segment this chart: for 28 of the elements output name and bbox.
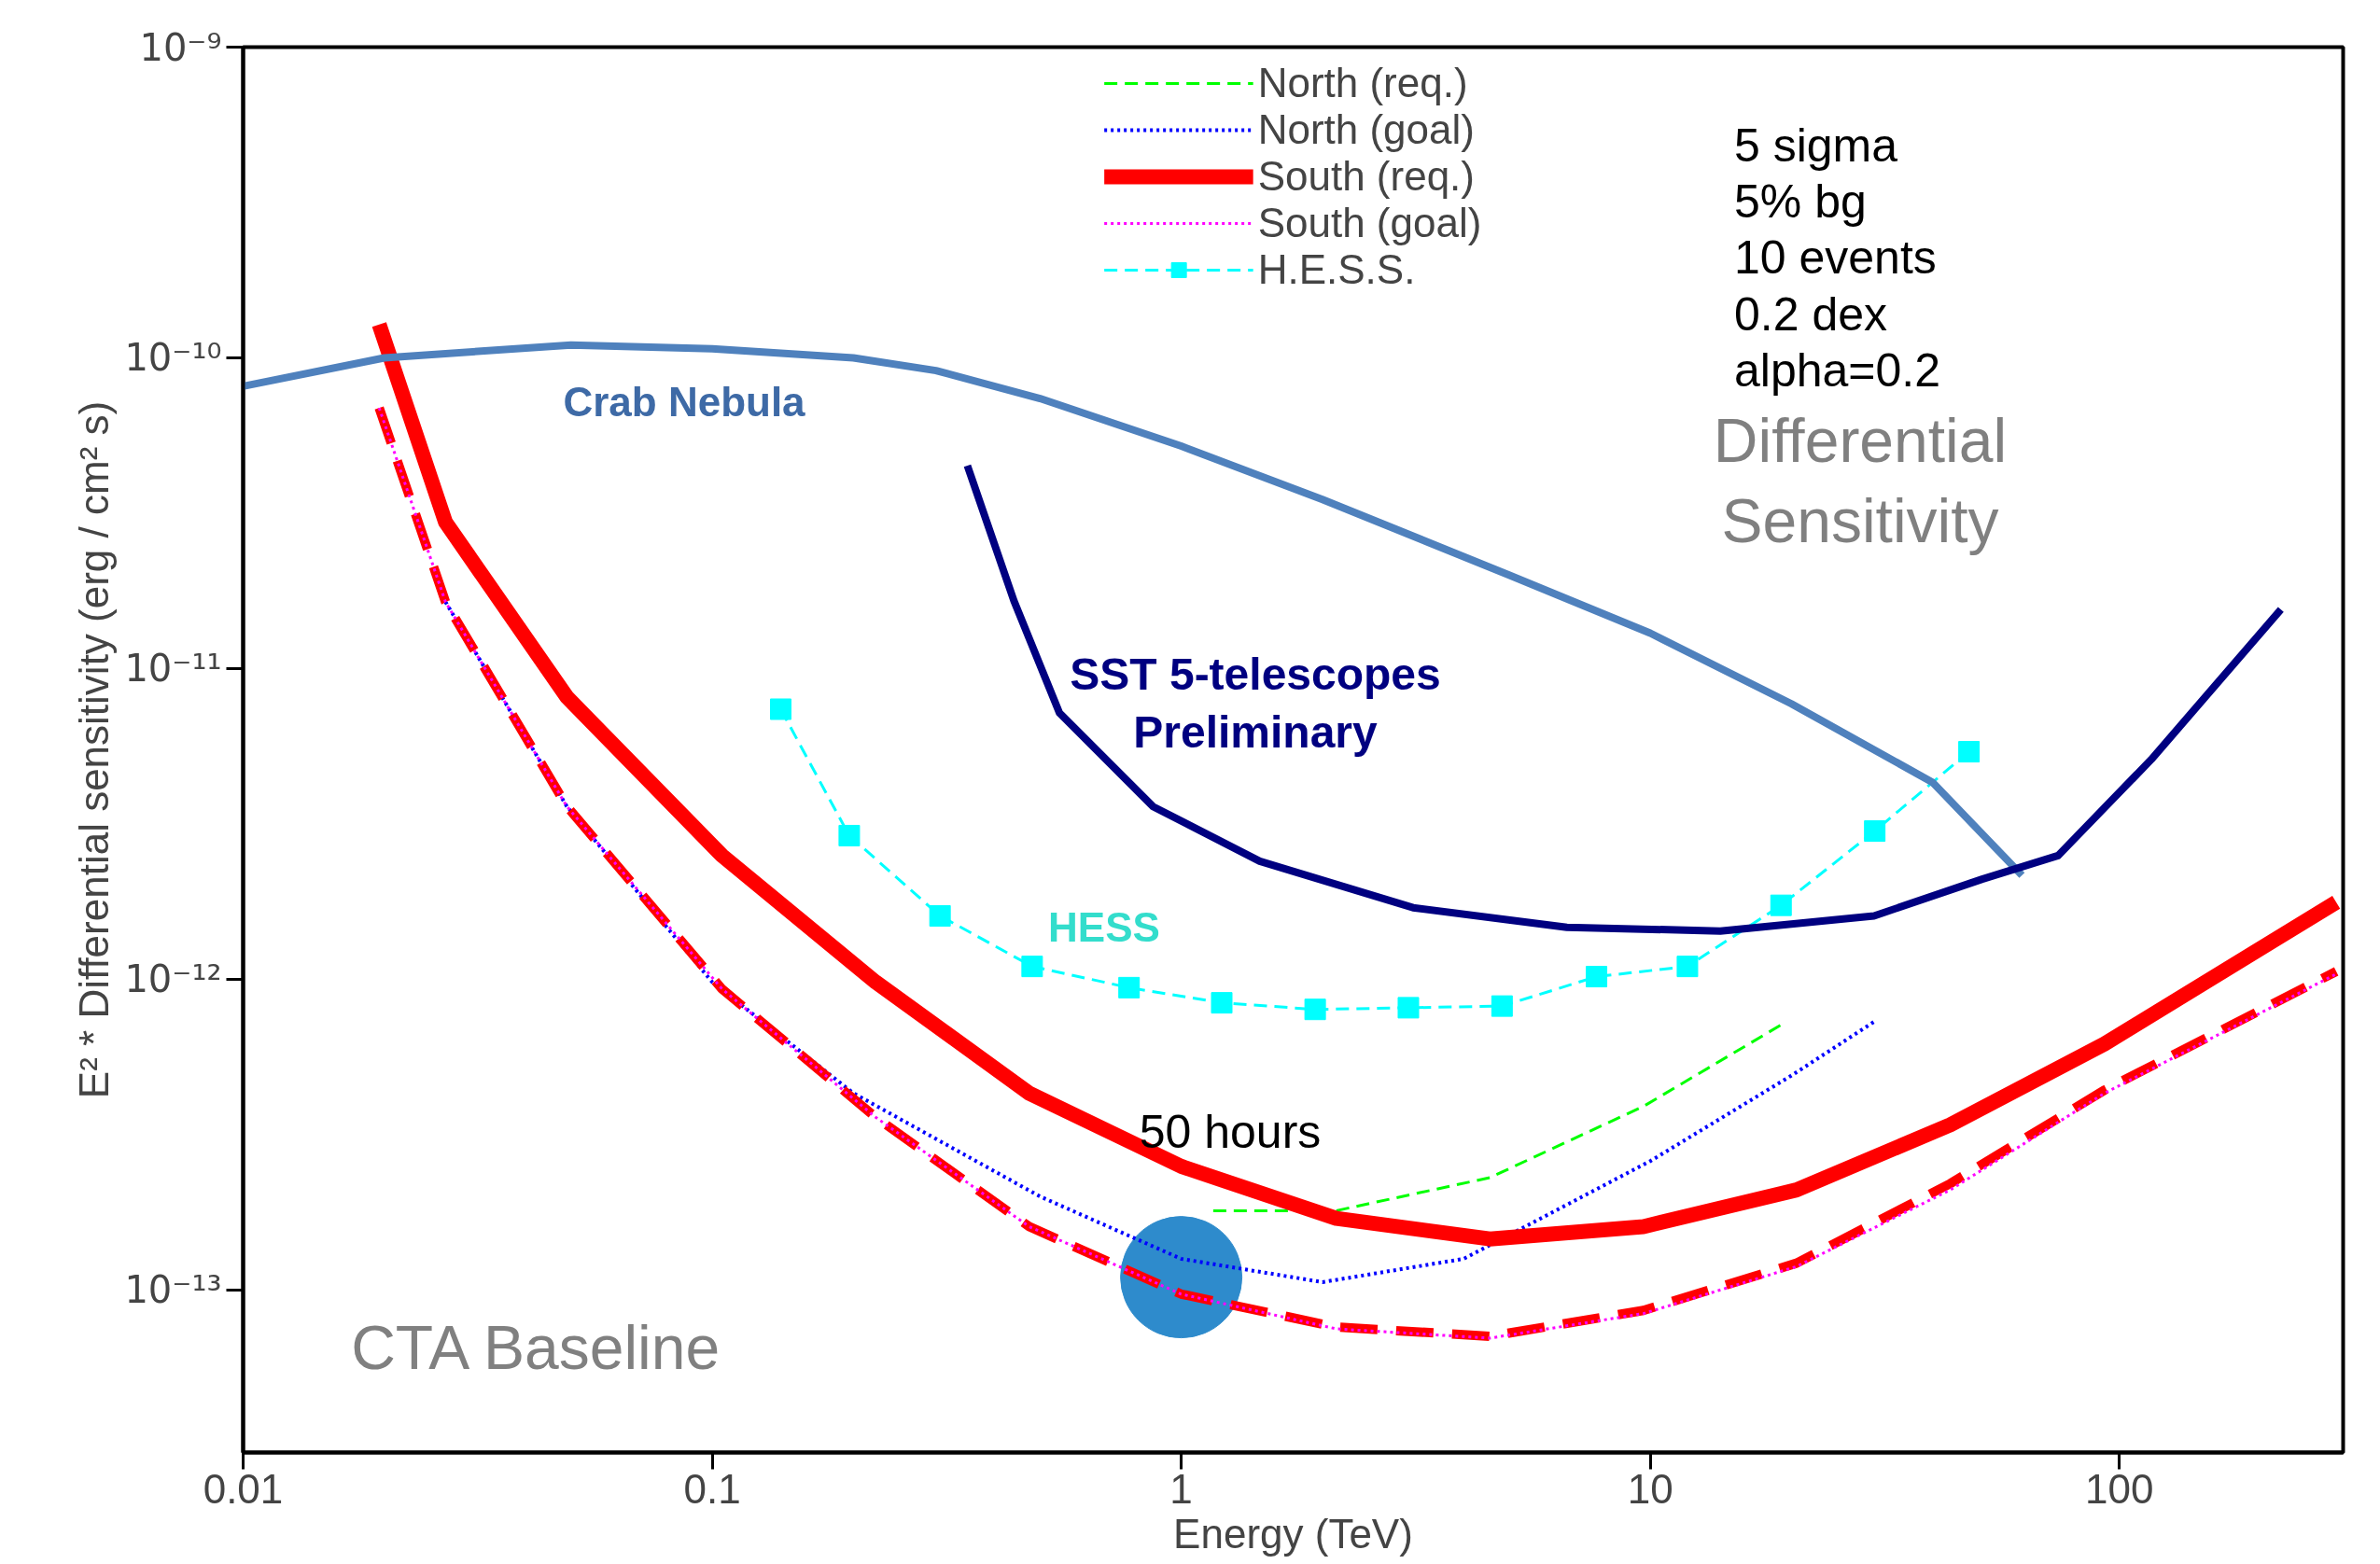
legend-label: H.E.S.S. <box>1257 246 1416 293</box>
x-tick-label: 0.01 <box>203 1465 284 1512</box>
y-tick-label: 10⁻¹² <box>124 957 222 1001</box>
legend-label: South (goal) <box>1257 200 1482 246</box>
y-axis-title: E² * Differential sensitivity (erg / cm² s) <box>71 400 118 1099</box>
annotation: 0.2 dex <box>1734 287 1888 341</box>
annotation: SST 5-telescopes Preliminary <box>1070 649 1441 758</box>
x-tick-label: 10 <box>1627 1465 1673 1512</box>
legend-label: North (goal) <box>1257 106 1475 153</box>
annotation: 10 events <box>1734 231 1937 285</box>
y-tick-label: 10⁻¹¹ <box>124 647 222 691</box>
annotation: alpha=0.2 <box>1734 343 1941 397</box>
legend-label: South (req.) <box>1257 153 1475 200</box>
annotation: 5 sigma <box>1734 119 1898 172</box>
x-tick-label: 1 <box>1169 1465 1193 1512</box>
annotation: CTA Baseline <box>351 1312 721 1382</box>
y-tick-label: 10⁻⁹ <box>139 25 222 69</box>
x-tick-label: 0.1 <box>683 1465 741 1512</box>
legend-label: North (req.) <box>1257 60 1468 106</box>
annotation: Differential Sensitivity <box>1713 406 2008 555</box>
annotation: 50 hours <box>1139 1106 1322 1159</box>
y-tick-label: 10⁻¹⁰ <box>124 336 222 380</box>
annotation: 5% bg <box>1734 175 1867 229</box>
annotation: Crab Nebula <box>563 378 806 425</box>
annotation: HESS <box>1048 903 1160 950</box>
x-axis-title: Energy (TeV) <box>1173 1510 1413 1557</box>
x-tick-label: 100 <box>2085 1465 2154 1512</box>
y-tick-label: 10⁻¹³ <box>124 1268 222 1312</box>
